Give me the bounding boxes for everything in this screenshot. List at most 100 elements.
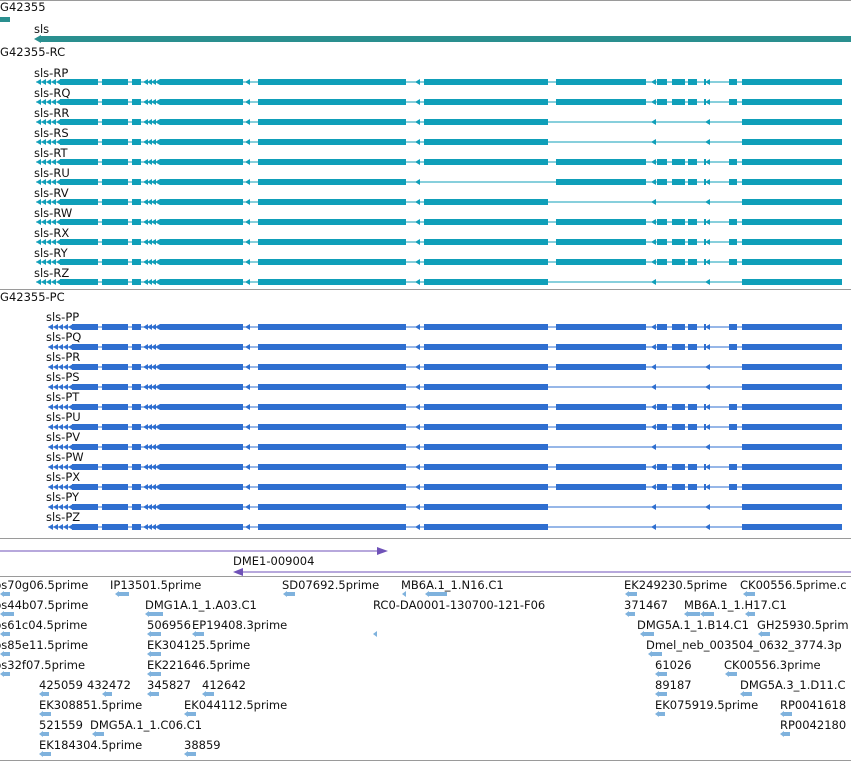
exon [424, 324, 548, 330]
est-label[interactable]: 89187 [655, 678, 692, 692]
match-label[interactable]: DME1-009004 [233, 554, 315, 568]
est-arrow [625, 591, 629, 597]
exon-arrow [53, 404, 58, 410]
est-label[interactable]: bs85e11.5prime [0, 638, 89, 652]
est-label[interactable]: IP13501.5prime [110, 578, 202, 592]
exon-arrow [36, 179, 41, 185]
est-label[interactable]: SD07692.5prime [282, 578, 380, 592]
exon-arrow [705, 119, 710, 125]
est-label[interactable]: RP0041618 [780, 698, 847, 712]
exon-arrow [147, 484, 152, 490]
exon-arrow [36, 199, 41, 205]
est-label[interactable]: 506956 [147, 618, 191, 632]
transcript-label[interactable]: sls-RX [34, 226, 70, 240]
exon [688, 239, 697, 245]
est-label[interactable]: CK00556.5prime.c [740, 578, 847, 592]
est-label[interactable]: EK075919.5prime [655, 698, 759, 712]
protein-label[interactable]: sls-PZ [46, 510, 81, 524]
exon [132, 524, 141, 530]
est-label[interactable]: DMG5A.1_1.B14.C1 [637, 618, 749, 632]
est-label[interactable]: 345827 [147, 678, 191, 692]
exon [132, 119, 141, 125]
est-label[interactable]: bs32f07.5prime [0, 658, 86, 672]
est-label[interactable]: DMG5A.1_1.C06.C1 [90, 718, 203, 732]
exon-arrow [143, 344, 148, 350]
est-label[interactable]: EK304125.5prime [147, 638, 251, 652]
exon-arrow [151, 404, 156, 410]
transcript-label[interactable]: sls-RV [34, 186, 69, 200]
gene-id-label[interactable]: CG42355 [0, 0, 46, 14]
est-label[interactable]: EK221646.5prime [147, 658, 251, 672]
exon-arrow [41, 79, 46, 85]
transcript-label[interactable]: sls-RS [34, 126, 69, 140]
transcript-group-label-pc[interactable]: CG42355-PC [0, 290, 65, 304]
est-label[interactable]: bs44b07.5prime [0, 598, 89, 612]
est-label[interactable]: MB6A.1_1.H17.C1 [684, 598, 787, 612]
exon [424, 159, 548, 165]
exon-arrow [41, 199, 46, 205]
protein-label[interactable]: sls-PQ [46, 330, 82, 344]
est-label[interactable]: EK044112.5prime [184, 698, 288, 712]
est-label[interactable]: EP19408.3prime [192, 618, 288, 632]
protein-label[interactable]: sls-PU [46, 410, 81, 424]
exon [132, 364, 141, 370]
est-label[interactable]: bs70g06.5prime [0, 578, 89, 592]
protein-label[interactable]: sls-PW [46, 450, 84, 464]
protein-label[interactable]: sls-PX [46, 470, 81, 484]
protein-label[interactable]: sls-PY [46, 490, 80, 504]
est-label[interactable]: EK249230.5prime [624, 578, 728, 592]
transcript-group-label-rc[interactable]: CG42355-RC [0, 45, 66, 59]
est-track[interactable] [0, 591, 792, 757]
est-label[interactable]: EK184304.5prime [39, 738, 143, 752]
est-label[interactable]: 371467 [624, 598, 668, 612]
transcript-label[interactable]: sls-RW [34, 206, 73, 220]
transcript-track-rc[interactable] [36, 79, 842, 285]
est-label[interactable]: 38859 [184, 738, 221, 752]
est-label[interactable]: GH25930.5prim [757, 618, 849, 632]
match-track[interactable] [0, 547, 851, 576]
est-label[interactable]: EK308851.5prime [39, 698, 143, 712]
exon-arrow [46, 199, 51, 205]
transcript-label[interactable]: sls-RQ [34, 86, 71, 100]
exon [258, 219, 406, 225]
est-label[interactable]: RP0042180 [780, 718, 847, 732]
transcript-track-pc[interactable] [48, 324, 842, 530]
gene-track[interactable] [0, 17, 851, 43]
transcript-label[interactable]: sls-RP [34, 66, 69, 80]
est-label[interactable]: 425059 [39, 678, 83, 692]
est-label[interactable]: DMG5A.3_1.D11.C [740, 678, 846, 692]
transcript-label[interactable]: sls-RU [34, 166, 70, 180]
est-label[interactable]: CK00556.3prime [724, 658, 821, 672]
est-arrow [684, 611, 688, 617]
exon [102, 424, 128, 430]
est-label[interactable]: Dmel_neb_003504_0632_3774.3p [646, 638, 842, 652]
exon-arrow [151, 239, 156, 245]
exon [424, 464, 548, 470]
exon-arrow [68, 524, 73, 530]
exon [742, 79, 842, 85]
est-label[interactable]: 432472 [87, 678, 131, 692]
protein-label[interactable]: sls-PV [46, 430, 81, 444]
protein-label[interactable]: sls-PR [46, 350, 81, 364]
exon-arrow [705, 139, 710, 145]
est-label[interactable]: 61026 [655, 658, 692, 672]
exon-arrow [155, 324, 160, 330]
est-label[interactable]: DMG1A.1_1.A03.C1 [145, 598, 257, 612]
exon [729, 344, 737, 350]
protein-label[interactable]: sls-PS [46, 370, 80, 384]
transcript-label[interactable]: sls-RT [34, 146, 68, 160]
transcript-label[interactable]: sls-RY [34, 246, 68, 260]
transcript-label[interactable]: sls-RR [34, 106, 70, 120]
exon [556, 219, 646, 225]
protein-label[interactable]: sls-PT [46, 390, 80, 404]
exon [60, 139, 98, 145]
est-label[interactable]: MB6A.1_1.N16.C1 [401, 578, 504, 592]
protein-label[interactable]: sls-PP [46, 310, 80, 324]
exon-arrow [651, 324, 656, 330]
transcript-label[interactable]: sls-RZ [34, 266, 70, 280]
est-label[interactable]: RC0-DA0001-130700-121-F06 [373, 598, 546, 612]
est-label[interactable]: bs61c04.5prime [0, 618, 88, 632]
est-label[interactable]: 521559 [39, 718, 83, 732]
est-label[interactable]: 412642 [202, 678, 246, 692]
gene-name-label[interactable]: sls [34, 22, 50, 36]
